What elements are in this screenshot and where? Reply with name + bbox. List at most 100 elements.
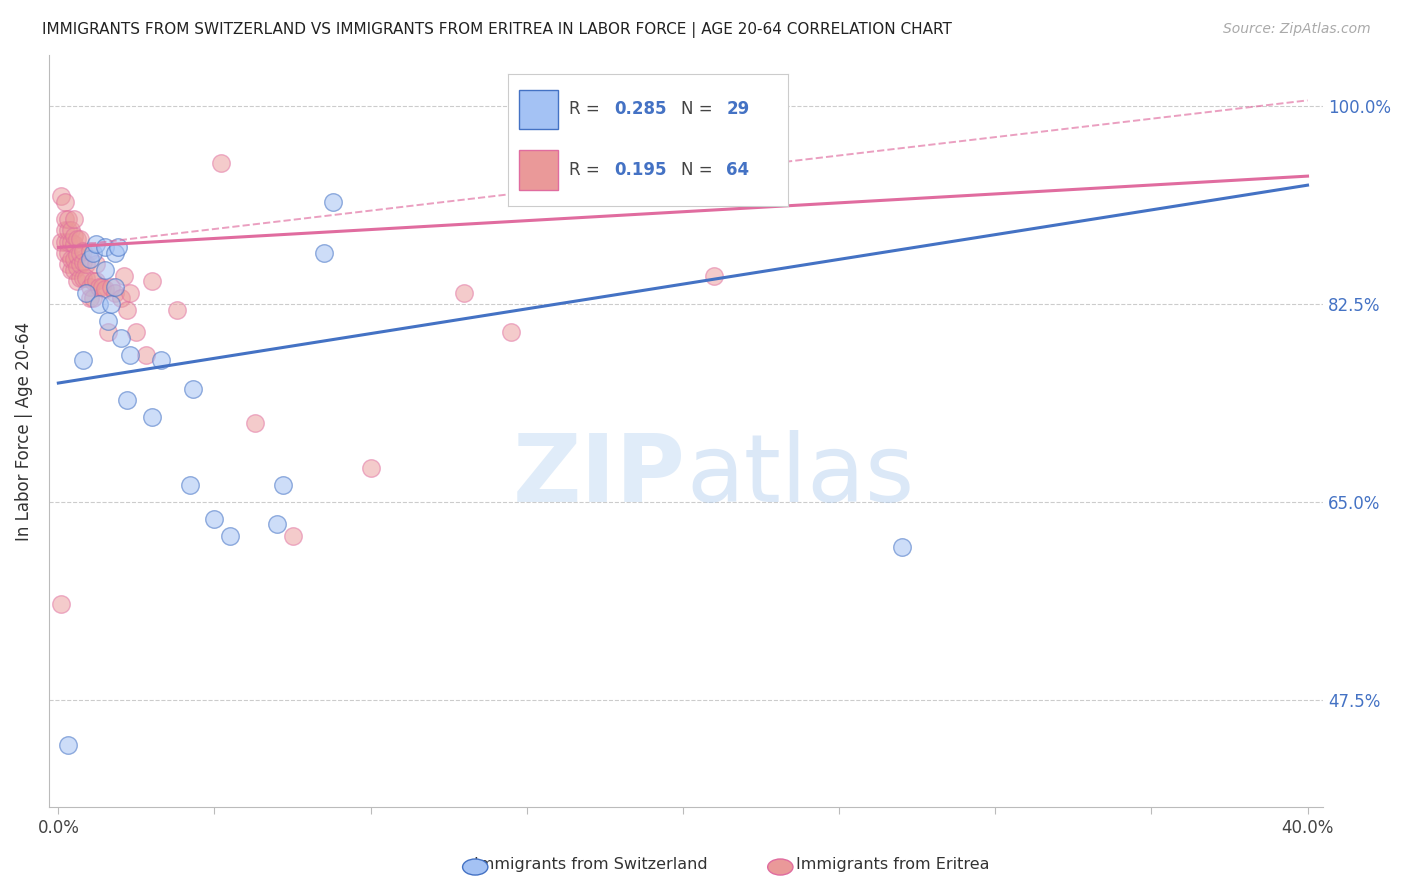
- Point: [72, 271, 94, 285]
- Point: [79, 291, 101, 305]
- Point: [243, 416, 266, 430]
- Point: [63, 229, 86, 244]
- Point: [94, 282, 117, 296]
- Point: [204, 512, 226, 526]
- Point: [266, 517, 288, 532]
- Point: [82, 274, 104, 288]
- Point: [179, 478, 201, 492]
- Point: [100, 297, 122, 311]
- Text: atlas: atlas: [686, 430, 914, 522]
- Point: [63, 237, 86, 252]
- Point: [166, 302, 188, 317]
- Text: Immigrants from Switzerland: Immigrants from Switzerland: [474, 857, 707, 872]
- Point: [120, 285, 142, 300]
- Point: [562, 172, 585, 186]
- Point: [322, 195, 344, 210]
- Point: [115, 302, 138, 317]
- Point: [97, 314, 120, 328]
- Point: [84, 274, 107, 288]
- Point: [890, 540, 912, 554]
- Point: [103, 280, 125, 294]
- Point: [56, 212, 79, 227]
- Point: [53, 195, 76, 210]
- Point: [51, 235, 73, 249]
- Point: [56, 235, 79, 249]
- Point: [703, 268, 725, 283]
- Point: [56, 738, 79, 752]
- Point: [150, 353, 173, 368]
- Point: [103, 246, 125, 260]
- Text: Immigrants from Eritrea: Immigrants from Eritrea: [796, 857, 990, 872]
- Point: [51, 189, 73, 203]
- Point: [66, 232, 89, 246]
- Text: IMMIGRANTS FROM SWITZERLAND VS IMMIGRANTS FROM ERITREA IN LABOR FORCE | AGE 20-6: IMMIGRANTS FROM SWITZERLAND VS IMMIGRANT…: [42, 22, 952, 38]
- Point: [110, 331, 132, 345]
- Point: [97, 325, 120, 339]
- Point: [141, 274, 163, 288]
- Point: [56, 257, 79, 271]
- Point: [115, 392, 138, 407]
- Point: [91, 280, 114, 294]
- Point: [141, 409, 163, 424]
- Point: [103, 285, 125, 300]
- Point: [135, 348, 157, 362]
- Point: [69, 257, 91, 271]
- Point: [51, 597, 73, 611]
- Point: [66, 248, 89, 262]
- Point: [125, 325, 148, 339]
- Point: [120, 348, 142, 362]
- Point: [672, 99, 695, 113]
- Point: [453, 285, 475, 300]
- Point: [87, 280, 110, 294]
- Point: [209, 155, 232, 169]
- Point: [69, 271, 91, 285]
- Point: [63, 263, 86, 277]
- Point: [84, 257, 107, 271]
- Point: [69, 232, 91, 246]
- Point: [63, 212, 86, 227]
- Point: [360, 460, 382, 475]
- Point: [110, 291, 132, 305]
- Point: [66, 260, 89, 274]
- Point: [72, 244, 94, 258]
- Point: [84, 237, 107, 252]
- Point: [63, 252, 86, 266]
- Y-axis label: In Labor Force | Age 20-64: In Labor Force | Age 20-64: [15, 321, 32, 541]
- Point: [53, 212, 76, 227]
- Point: [100, 280, 122, 294]
- Point: [72, 353, 94, 368]
- Point: [79, 252, 101, 266]
- Point: [59, 263, 82, 277]
- Point: [94, 263, 117, 277]
- Point: [75, 257, 97, 271]
- Point: [79, 280, 101, 294]
- Point: [69, 246, 91, 260]
- Point: [53, 235, 76, 249]
- Point: [66, 274, 89, 288]
- Point: [56, 246, 79, 260]
- Point: [219, 529, 242, 543]
- Point: [82, 246, 104, 260]
- Point: [281, 529, 304, 543]
- Point: [107, 240, 129, 254]
- Point: [112, 268, 135, 283]
- Point: [312, 246, 335, 260]
- Point: [271, 478, 294, 492]
- Point: [72, 255, 94, 269]
- Point: [79, 244, 101, 258]
- Point: [53, 223, 76, 237]
- Point: [82, 291, 104, 305]
- Point: [75, 271, 97, 285]
- Point: [56, 223, 79, 237]
- Point: [59, 235, 82, 249]
- Text: ZIP: ZIP: [513, 430, 686, 522]
- Point: [181, 382, 204, 396]
- Point: [53, 246, 76, 260]
- Point: [75, 285, 97, 300]
- Point: [87, 297, 110, 311]
- Point: [59, 252, 82, 266]
- Point: [59, 223, 82, 237]
- Point: [94, 240, 117, 254]
- Point: [501, 325, 523, 339]
- Text: Source: ZipAtlas.com: Source: ZipAtlas.com: [1223, 22, 1371, 37]
